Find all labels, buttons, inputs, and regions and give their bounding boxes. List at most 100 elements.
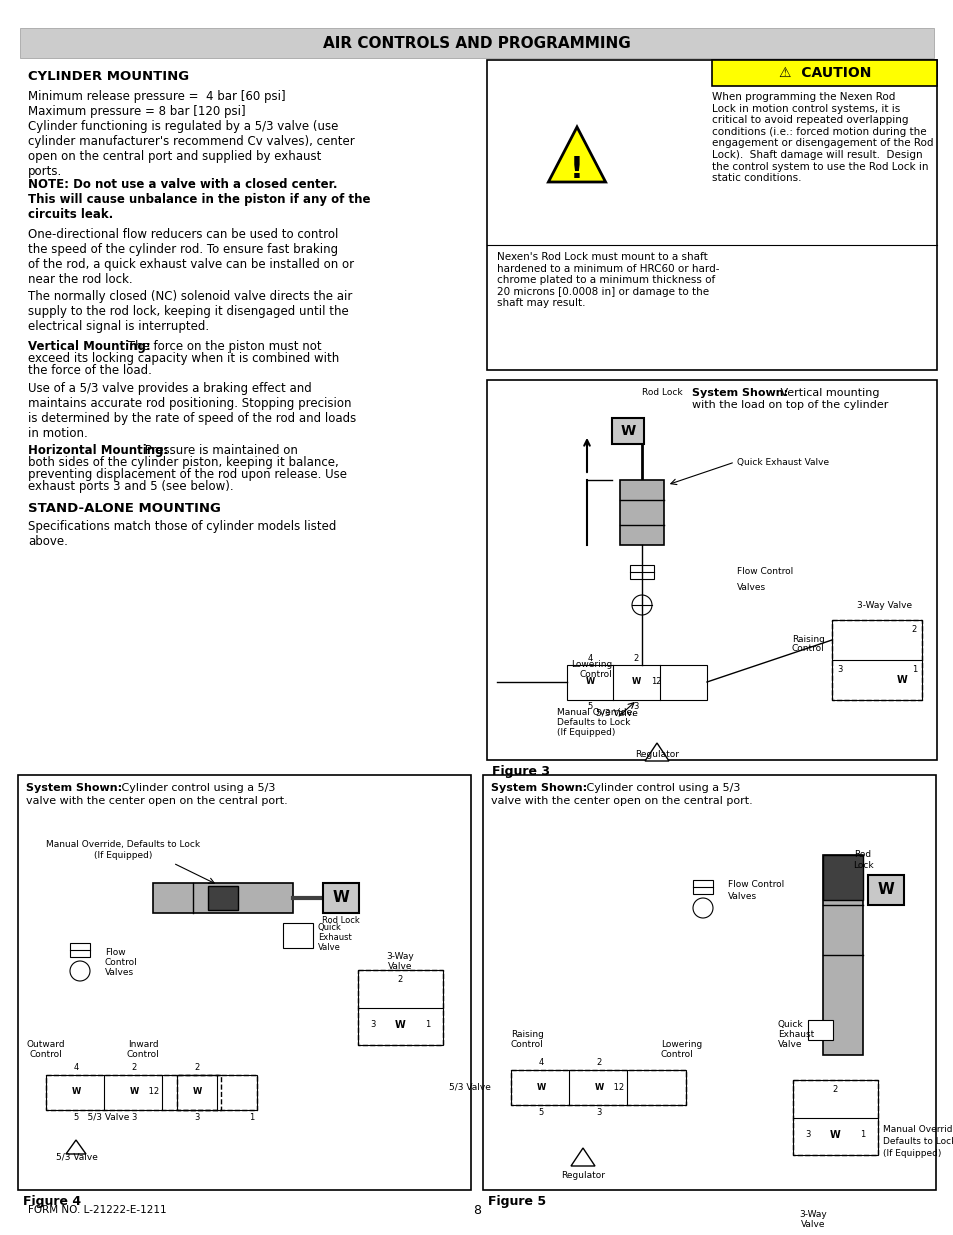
Bar (20, 28, 933, 58)
Bar (807, 1020, 832, 1040)
Text: Valves: Valves (737, 583, 765, 592)
Text: (If Equipped): (If Equipped) (93, 851, 152, 860)
Text: STAND-ALONE MOUNTING: STAND-ALONE MOUNTING (28, 501, 221, 515)
Text: System Shown:: System Shown: (691, 388, 787, 398)
Bar (566, 664, 706, 700)
Text: Valves: Valves (727, 892, 757, 902)
Bar (486, 61, 936, 370)
Text: Raising: Raising (791, 635, 824, 643)
Text: Rod: Rod (854, 850, 871, 860)
Text: Control: Control (791, 643, 824, 653)
Bar (152, 883, 293, 913)
Text: Specifications match those of cylinder models listed
above.: Specifications match those of cylinder m… (28, 520, 336, 548)
Text: 12: 12 (650, 678, 660, 687)
Text: (If Equipped): (If Equipped) (882, 1149, 941, 1158)
Text: Manual Override,: Manual Override, (882, 1125, 953, 1134)
Text: 3: 3 (194, 1113, 199, 1123)
Bar (822, 855, 862, 900)
Bar (867, 876, 903, 905)
Text: FORM NO. L-21222-E-1211: FORM NO. L-21222-E-1211 (28, 1205, 167, 1215)
Text: W: W (536, 1083, 545, 1092)
Text: One-directional flow reducers can be used to control
the speed of the cylinder r: One-directional flow reducers can be use… (28, 228, 354, 287)
Bar (323, 883, 358, 913)
Text: Defaults to Lock: Defaults to Lock (882, 1137, 953, 1146)
Text: 2: 2 (194, 1063, 199, 1072)
Bar (629, 564, 654, 579)
Text: 3: 3 (370, 1020, 375, 1029)
Bar (18, 776, 471, 1191)
Text: 3: 3 (596, 1108, 601, 1116)
Text: 2: 2 (832, 1086, 837, 1094)
Text: Control: Control (660, 1050, 693, 1058)
Text: valve with the center open on the central port.: valve with the center open on the centra… (26, 797, 288, 806)
Text: 5/3 Valve: 5/3 Valve (596, 708, 638, 718)
Bar (831, 620, 921, 700)
Text: preventing displacement of the rod upon release. Use: preventing displacement of the rod upon … (28, 468, 347, 480)
Bar (511, 1070, 685, 1105)
Text: Lowering: Lowering (570, 659, 612, 669)
Text: Control: Control (578, 671, 612, 679)
Polygon shape (66, 1140, 86, 1153)
Text: Lowering: Lowering (660, 1040, 701, 1049)
Text: exhaust ports 3 and 5 (see below).: exhaust ports 3 and 5 (see below). (28, 480, 233, 493)
Polygon shape (571, 1149, 595, 1166)
Text: Outward: Outward (27, 1040, 65, 1049)
Text: 4: 4 (587, 655, 592, 663)
Text: 4: 4 (73, 1063, 78, 1072)
Text: Valve: Valve (800, 1220, 824, 1229)
Bar (692, 881, 712, 894)
Text: Minimum release pressure =  4 bar [60 psi]
Maximum pressure = 8 bar [120 psi]: Minimum release pressure = 4 bar [60 psi… (28, 90, 285, 119)
Text: 3: 3 (836, 664, 841, 674)
Text: Manual Override, Defaults to Lock: Manual Override, Defaults to Lock (46, 840, 200, 848)
Text: 1: 1 (249, 1113, 254, 1123)
Text: (If Equipped): (If Equipped) (557, 727, 615, 737)
Text: W: W (896, 676, 906, 685)
Text: 3: 3 (633, 701, 638, 711)
Text: exceed its locking capacity when it is combined with: exceed its locking capacity when it is c… (28, 352, 339, 366)
Bar (177, 1074, 256, 1110)
Text: Figure 3: Figure 3 (492, 764, 550, 778)
Text: Rod Lock: Rod Lock (322, 916, 359, 925)
Text: 2: 2 (596, 1058, 601, 1067)
Bar (208, 885, 237, 910)
Text: Quick Exhaust Valve: Quick Exhaust Valve (737, 457, 828, 467)
Text: 5/3 Valve: 5/3 Valve (449, 1083, 491, 1092)
Text: Pressure is maintained on: Pressure is maintained on (141, 445, 297, 457)
Text: Cylinder functioning is regulated by a 5/3 valve (use
cylinder manufacturer's re: Cylinder functioning is regulated by a 5… (28, 120, 355, 178)
Text: Vertical Mounting:: Vertical Mounting: (28, 340, 151, 353)
Text: Manual Override,: Manual Override, (557, 708, 634, 718)
Text: 2: 2 (633, 655, 638, 663)
Text: Figure 4: Figure 4 (23, 1195, 81, 1208)
Text: 8: 8 (473, 1203, 480, 1216)
Bar (711, 61, 936, 86)
Text: Exhaust: Exhaust (778, 1030, 814, 1039)
Text: 3: 3 (804, 1130, 810, 1139)
Bar (612, 417, 643, 445)
Bar (792, 1079, 877, 1155)
Text: Control: Control (30, 1050, 62, 1058)
Text: with the load on top of the cylinder: with the load on top of the cylinder (691, 400, 887, 410)
Bar (511, 1070, 685, 1105)
Bar (822, 855, 862, 1055)
Text: W: W (71, 1088, 81, 1097)
Text: W: W (193, 1088, 201, 1097)
Text: Quick: Quick (317, 923, 341, 932)
Bar (831, 620, 921, 700)
Text: 5/3 Valve: 5/3 Valve (76, 1113, 130, 1123)
Text: System Shown:: System Shown: (491, 783, 586, 793)
Text: Control: Control (105, 958, 137, 967)
Bar (357, 969, 442, 1045)
Text: Valve: Valve (778, 1040, 801, 1049)
Text: Figure 5: Figure 5 (488, 1195, 545, 1208)
Text: NOTE: Do not use a valve with a closed center.
This will cause unbalance in the : NOTE: Do not use a valve with a closed c… (28, 178, 370, 221)
Text: Use of a 5/3 valve provides a braking effect and
maintains accurate rod position: Use of a 5/3 valve provides a braking ef… (28, 382, 355, 440)
Text: 3-Way: 3-Way (799, 1210, 826, 1219)
Text: Lock: Lock (852, 861, 872, 869)
Text: Cylinder control using a 5/3: Cylinder control using a 5/3 (582, 783, 740, 793)
Text: W: W (333, 890, 349, 905)
Text: W: W (829, 1130, 840, 1140)
Text: When programming the Nexen Rod
Lock in motion control systems, it is
critical to: When programming the Nexen Rod Lock in m… (711, 91, 933, 183)
Text: 5/3 Valve: 5/3 Valve (56, 1153, 98, 1162)
Polygon shape (548, 127, 605, 182)
Text: 5: 5 (73, 1113, 78, 1123)
